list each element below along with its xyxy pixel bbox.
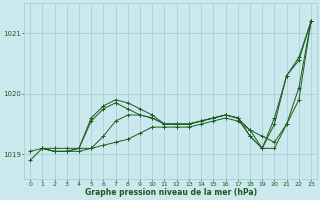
X-axis label: Graphe pression niveau de la mer (hPa): Graphe pression niveau de la mer (hPa): [84, 188, 257, 197]
